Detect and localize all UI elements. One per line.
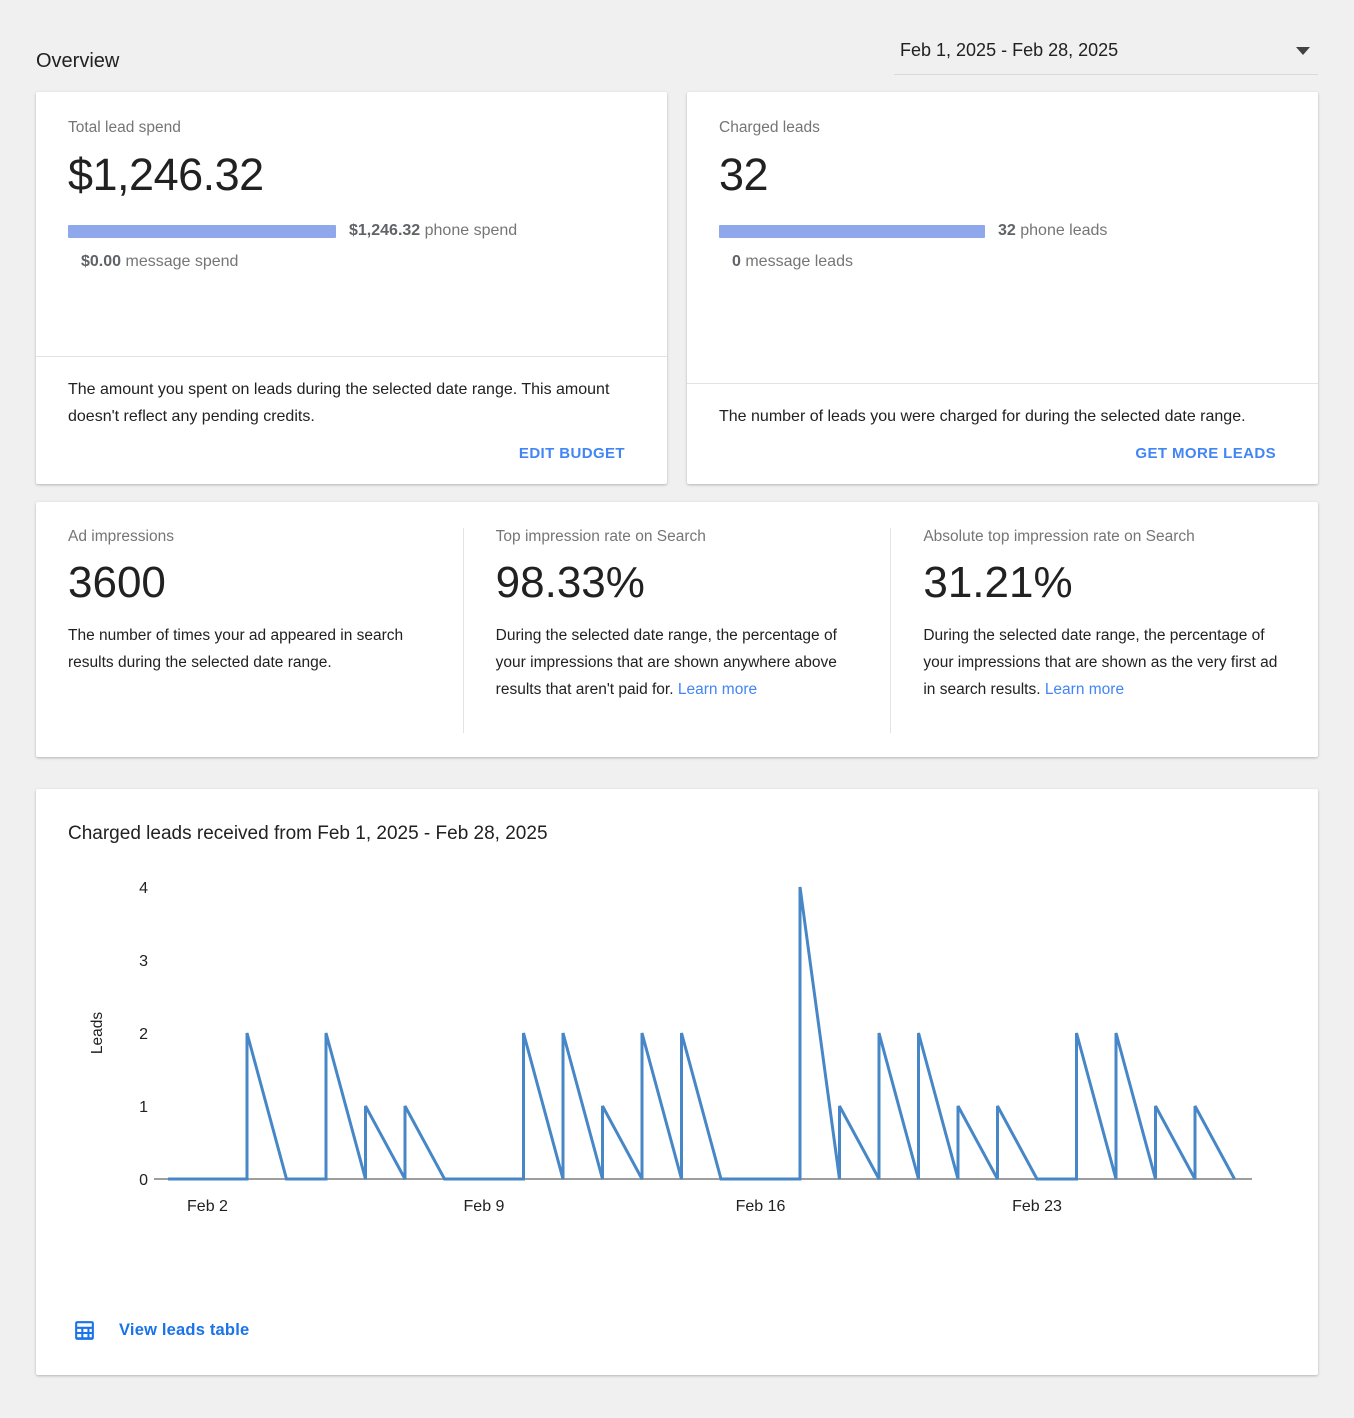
overview-page: Overview Feb 1, 2025 - Feb 28, 2025 Tota…	[36, 0, 1318, 1375]
charged-leads-card: Charged leads 32 32 phone leads 0 messag…	[687, 92, 1318, 484]
absolute-top-rate-label: Absolute top impression rate on Search	[923, 528, 1195, 545]
total-lead-spend-label: Total lead spend	[68, 119, 181, 136]
y-tick-label: 1	[139, 1099, 148, 1116]
page-header: Overview Feb 1, 2025 - Feb 28, 2025	[36, 0, 1318, 75]
x-tick-label: Feb 9	[464, 1198, 505, 1215]
table-icon	[75, 1321, 94, 1340]
get-more-leads-button[interactable]: GET MORE LEADS	[1133, 437, 1278, 470]
x-tick-label: Feb 2	[187, 1198, 228, 1215]
phone-leads-row: 32 phone leads	[719, 222, 1286, 240]
message-leads-row: 0 message leads	[732, 253, 1286, 271]
learn-more-link-top-rate[interactable]: Learn more	[677, 681, 758, 698]
total-lead-spend-content: Total lead spend $1,246.32 $1,246.32 pho…	[36, 92, 667, 271]
leads-series-line	[168, 886, 1236, 1181]
learn-more-link-absolute-rate[interactable]: Learn more	[1044, 681, 1125, 698]
top-cards-row: Total lead spend $1,246.32 $1,246.32 pho…	[36, 92, 1318, 484]
edit-budget-row: EDIT BUDGET	[68, 437, 627, 470]
absolute-top-rate-value: 31.21%	[923, 558, 1073, 607]
charged-leads-chart-card: Charged leads received from Feb 1, 2025 …	[36, 789, 1318, 1375]
phone-leads-label: 32 phone leads	[998, 222, 1107, 240]
absolute-top-rate-column: Absolute top impression rate on Search 3…	[890, 528, 1318, 733]
charged-leads-footer: The number of leads you were charged for…	[687, 383, 1318, 484]
chevron-down-icon	[1296, 46, 1310, 55]
ad-impressions-description: The number of times your ad appeared in …	[68, 627, 404, 671]
y-tick-label: 3	[139, 953, 148, 970]
phone-leads-text: phone leads	[1015, 222, 1108, 239]
top-impression-rate-column: Top impression rate on Search 98.33% Dur…	[462, 528, 891, 733]
leads-line-chart: 0 1 2 3 4 Leads Feb 2 Feb 9 Feb 16 Feb 23	[89, 880, 1252, 1215]
message-leads-count: 0	[732, 253, 741, 270]
top-impression-rate-label: Top impression rate on Search	[495, 528, 706, 545]
ad-impressions-label: Ad impressions	[68, 528, 174, 545]
absolute-top-rate-description: During the selected date range, the perc…	[923, 622, 1282, 703]
total-lead-spend-card: Total lead spend $1,246.32 $1,246.32 pho…	[36, 92, 667, 484]
y-axis-title: Leads	[89, 1012, 106, 1054]
x-tick-label: Feb 23	[1012, 1198, 1062, 1215]
y-tick-label: 4	[139, 880, 148, 897]
ad-impressions-value: 3600	[68, 558, 166, 607]
absolute-top-rate-text: During the selected date range, the perc…	[923, 627, 1278, 698]
charged-leads-label: Charged leads	[719, 119, 820, 136]
phone-spend-row: $1,246.32 phone spend	[68, 222, 635, 240]
charged-leads-content: Charged leads 32 32 phone leads 0 messag…	[687, 92, 1318, 271]
x-tick-label: Feb 16	[736, 1198, 786, 1215]
page-title: Overview	[36, 50, 120, 72]
message-spend-amount: $0.00	[81, 253, 122, 270]
edit-budget-button[interactable]: EDIT BUDGET	[517, 437, 627, 470]
date-range-value: Feb 1, 2025 - Feb 28, 2025	[900, 40, 1119, 60]
y-tick-label: 2	[139, 1026, 148, 1043]
chart-area: 0 1 2 3 4 Leads Feb 2 Feb 9 Feb 16 Feb 23	[36, 859, 1318, 1244]
view-leads-table-link[interactable]: View leads table	[72, 1318, 249, 1343]
view-leads-table-label: View leads table	[119, 1321, 250, 1339]
phone-leads-count: 32	[998, 222, 1016, 239]
top-impression-rate-description: During the selected date range, the perc…	[496, 622, 855, 703]
phone-spend-label: $1,246.32 phone spend	[349, 222, 517, 240]
date-range-selector[interactable]: Feb 1, 2025 - Feb 28, 2025	[894, 40, 1318, 75]
total-lead-spend-description: The amount you spent on leads during the…	[68, 381, 610, 425]
message-spend-row: $0.00 message spend	[81, 253, 635, 271]
message-leads-text: message leads	[740, 253, 853, 270]
charged-leads-value: 32	[719, 149, 769, 200]
impression-stats-card: Ad impressions 3600 The number of times …	[36, 502, 1318, 757]
charged-leads-description: The number of leads you were charged for…	[719, 408, 1246, 425]
total-lead-spend-value: $1,246.32	[68, 149, 264, 200]
total-lead-spend-footer: The amount you spent on leads during the…	[36, 356, 667, 484]
phone-spend-bar	[68, 224, 336, 238]
phone-spend-text: phone spend	[420, 222, 518, 239]
get-more-leads-row: GET MORE LEADS	[719, 437, 1278, 470]
message-spend-text: message spend	[121, 253, 239, 270]
top-impression-rate-text: During the selected date range, the perc…	[495, 627, 837, 698]
chart-title: Charged leads received from Feb 1, 2025 …	[68, 823, 548, 844]
top-impression-rate-value: 98.33%	[495, 558, 645, 607]
ad-impressions-column: Ad impressions 3600 The number of times …	[36, 528, 463, 733]
phone-spend-amount: $1,246.32	[349, 222, 421, 239]
y-tick-label: 0	[139, 1172, 148, 1189]
phone-leads-bar	[719, 224, 985, 238]
